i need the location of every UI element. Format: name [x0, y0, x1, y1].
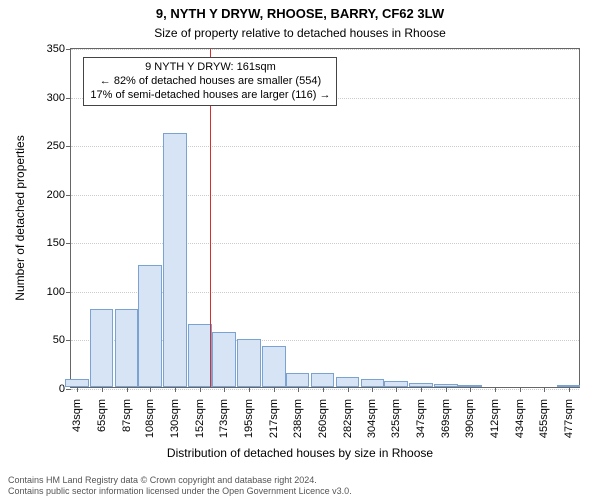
histogram-bar	[361, 379, 385, 387]
y-axis-label: Number of detached properties	[13, 135, 27, 300]
ytick-label: 50	[53, 334, 71, 346]
xtick-mark	[520, 387, 521, 392]
xtick-label: 304sqm	[366, 399, 378, 438]
plot-area: 05010015020025030035043sqm65sqm87sqm108s…	[70, 48, 580, 388]
xtick-label: 477sqm	[563, 399, 575, 438]
gridline-h	[71, 243, 579, 244]
annotation-line-2: ← 82% of detached houses are smaller (55…	[90, 75, 330, 89]
gridline-h	[71, 49, 579, 50]
xtick-label: 108sqm	[144, 399, 156, 438]
histogram-bar	[138, 265, 162, 387]
ytick-label: 300	[47, 92, 71, 104]
annotation-line-1: 9 NYTH Y DRYW: 161sqm	[90, 61, 330, 75]
annotation-line-3: 17% of semi-detached houses are larger (…	[90, 89, 330, 103]
xtick-mark	[569, 387, 570, 392]
xtick-mark	[224, 387, 225, 392]
xtick-mark	[495, 387, 496, 392]
xtick-mark	[372, 387, 373, 392]
footer-attribution: Contains HM Land Registry data © Crown c…	[8, 475, 592, 496]
xtick-label: 173sqm	[218, 399, 230, 438]
xtick-label: 260sqm	[317, 399, 329, 438]
histogram-bar	[188, 324, 212, 387]
histogram-bar	[311, 373, 335, 387]
histogram-bar	[212, 332, 236, 387]
ytick-label: 350	[47, 43, 71, 55]
xtick-mark	[348, 387, 349, 392]
xtick-label: 43sqm	[71, 399, 83, 432]
xtick-label: 455sqm	[538, 399, 550, 438]
xtick-mark	[396, 387, 397, 392]
histogram-bar	[115, 309, 139, 387]
footer-line-1: Contains HM Land Registry data © Crown c…	[8, 475, 592, 485]
histogram-bar	[237, 339, 261, 387]
xtick-mark	[298, 387, 299, 392]
histogram-bar	[163, 133, 187, 388]
histogram-bar	[90, 309, 114, 387]
xtick-label: 434sqm	[514, 399, 526, 438]
xtick-mark	[175, 387, 176, 392]
xtick-mark	[274, 387, 275, 392]
xtick-mark	[200, 387, 201, 392]
xtick-label: 87sqm	[121, 399, 133, 432]
xtick-mark	[127, 387, 128, 392]
gridline-h	[71, 195, 579, 196]
histogram-bar	[336, 377, 360, 387]
xtick-label: 412sqm	[489, 399, 501, 438]
xtick-mark	[544, 387, 545, 392]
ytick-label: 150	[47, 237, 71, 249]
xtick-label: 195sqm	[243, 399, 255, 438]
xtick-mark	[421, 387, 422, 392]
xtick-label: 347sqm	[415, 399, 427, 438]
ytick-label: 200	[47, 189, 71, 201]
annotation-box: 9 NYTH Y DRYW: 161sqm← 82% of detached h…	[83, 57, 337, 106]
histogram-bar	[65, 379, 89, 387]
histogram-bar	[286, 373, 310, 387]
x-axis-label: Distribution of detached houses by size …	[0, 446, 600, 460]
xtick-mark	[249, 387, 250, 392]
footer-line-2: Contains public sector information licen…	[8, 486, 592, 496]
xtick-label: 282sqm	[342, 399, 354, 438]
xtick-label: 325sqm	[390, 399, 402, 438]
gridline-h	[71, 146, 579, 147]
xtick-label: 152sqm	[194, 399, 206, 438]
xtick-label: 369sqm	[440, 399, 452, 438]
xtick-mark	[446, 387, 447, 392]
xtick-label: 217sqm	[268, 399, 280, 438]
xtick-mark	[470, 387, 471, 392]
ytick-label: 250	[47, 140, 71, 152]
chart-title-1: 9, NYTH Y DRYW, RHOOSE, BARRY, CF62 3LW	[0, 6, 600, 21]
xtick-mark	[102, 387, 103, 392]
gridline-h	[71, 389, 579, 390]
ytick-label: 100	[47, 286, 71, 298]
xtick-mark	[323, 387, 324, 392]
xtick-label: 130sqm	[169, 399, 181, 438]
chart-container: 9, NYTH Y DRYW, RHOOSE, BARRY, CF62 3LW …	[0, 0, 600, 500]
xtick-mark	[150, 387, 151, 392]
xtick-label: 390sqm	[464, 399, 476, 438]
xtick-label: 238sqm	[292, 399, 304, 438]
chart-title-2: Size of property relative to detached ho…	[0, 26, 600, 40]
xtick-label: 65sqm	[96, 399, 108, 432]
xtick-mark	[77, 387, 78, 392]
histogram-bar	[262, 346, 286, 387]
